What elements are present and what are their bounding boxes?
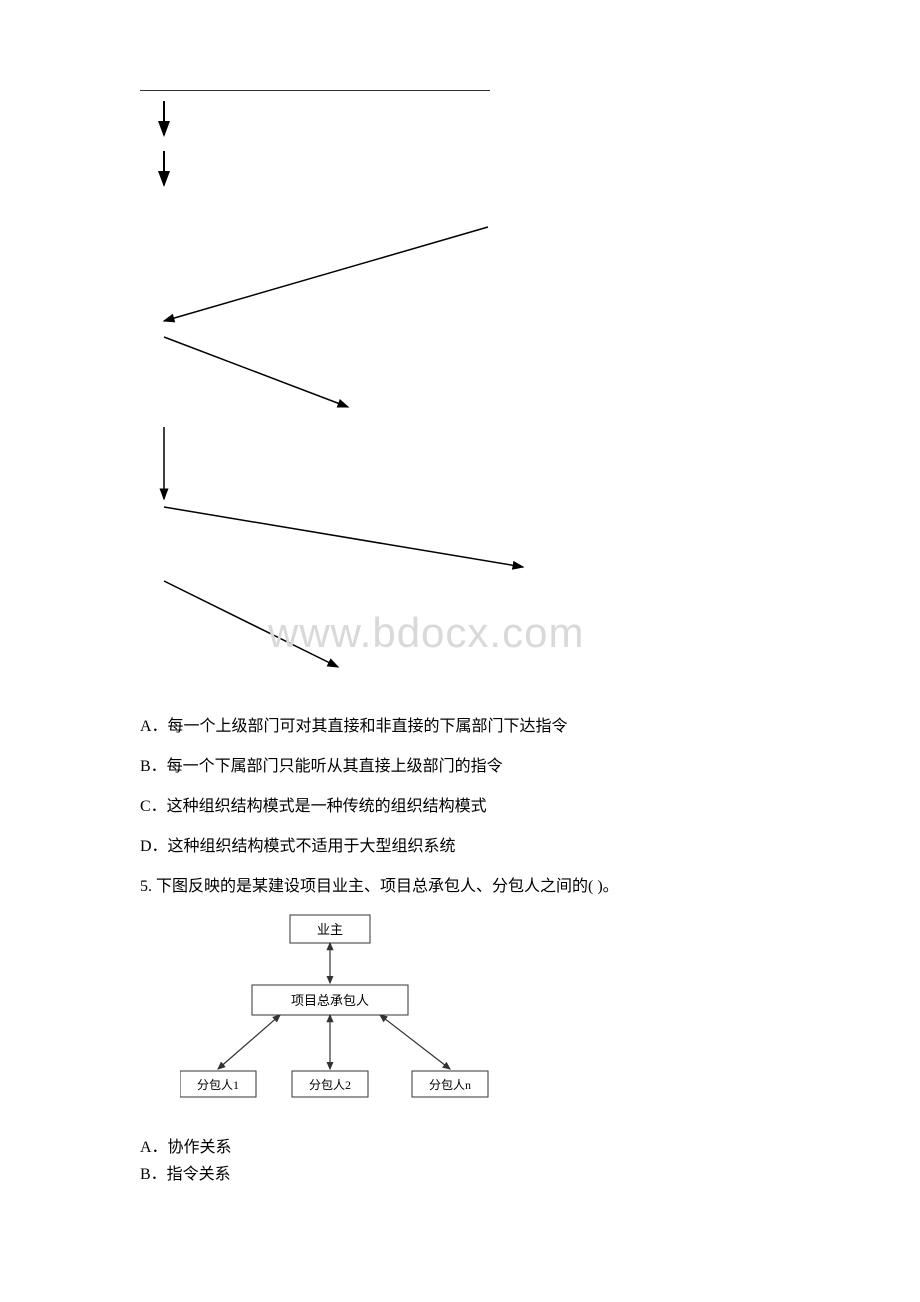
question-5: 5. 下图反映的是某建设项目业主、项目总承包人、分包人之间的( )。 xyxy=(140,867,780,907)
org-subn: 分包人n xyxy=(429,1078,471,1092)
option-b: B．每一个下属部门只能听从其直接上级部门的指令 xyxy=(140,747,780,787)
org-sub1: 分包人1 xyxy=(197,1078,239,1092)
org-owner: 业主 xyxy=(317,922,343,937)
arrow-diagram: www.bdocx.com xyxy=(148,99,780,679)
org-contractor: 项目总承包人 xyxy=(291,993,369,1008)
org-sub2: 分包人2 xyxy=(309,1078,351,1092)
option-d: D．这种组织结构模式不适用于大型组织系统 xyxy=(140,827,780,867)
option-c: C．这种组织结构模式是一种传统的组织结构模式 xyxy=(140,787,780,827)
horizontal-rule xyxy=(140,90,490,91)
answer-a: A．协作关系 xyxy=(140,1134,780,1161)
answer-b: B．指令关系 xyxy=(140,1161,780,1188)
options-block: A．每一个上级部门可对其直接和非直接的下属部门下达指令 B．每一个下属部门只能听… xyxy=(140,707,780,907)
answers-block: A．协作关系 B．指令关系 xyxy=(140,1134,780,1188)
org-chart: 业主 项目总承包人 分包人1 分包人2 分包人n xyxy=(180,911,780,1116)
option-a: A．每一个上级部门可对其直接和非直接的下属部门下达指令 xyxy=(140,707,780,747)
